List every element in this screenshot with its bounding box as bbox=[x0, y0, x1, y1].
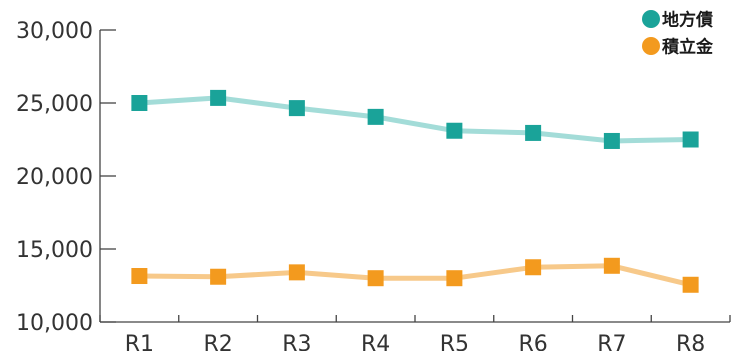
data-point-series-1 bbox=[446, 122, 463, 139]
legend-label: 積立金 bbox=[662, 37, 714, 58]
x-tick-label: R4 bbox=[361, 332, 390, 351]
data-point-series-1 bbox=[210, 89, 227, 106]
y-tick-label: 30,000 bbox=[16, 19, 93, 44]
data-point-series-1 bbox=[288, 100, 305, 117]
x-tick-label: R7 bbox=[597, 332, 626, 351]
legend-label: 地方債 bbox=[662, 10, 713, 31]
x-tick-label: R3 bbox=[282, 332, 311, 351]
data-point-series-1 bbox=[525, 124, 542, 141]
legend-marker bbox=[642, 37, 660, 55]
data-point-series-1 bbox=[682, 131, 699, 148]
y-tick-label: 15,000 bbox=[16, 238, 93, 263]
data-point-series-2 bbox=[288, 264, 305, 281]
x-axis-ticks: R1 R2 R3 R4 R5 R6 R7 R8 bbox=[99, 315, 731, 351]
x-tick-label: R2 bbox=[203, 332, 232, 351]
data-point-series-1 bbox=[367, 108, 384, 125]
data-point-series-2 bbox=[367, 270, 384, 287]
data-point-series-2 bbox=[210, 268, 227, 285]
y-tick-label: 20,000 bbox=[16, 165, 93, 190]
data-point-series-2 bbox=[446, 270, 463, 287]
data-point-series-1 bbox=[603, 132, 620, 149]
x-tick-label: R8 bbox=[676, 332, 705, 351]
data-point-series-2 bbox=[131, 268, 148, 285]
series-line-1 bbox=[136, 95, 694, 144]
legend-marker bbox=[642, 10, 660, 28]
x-tick-label: R1 bbox=[125, 332, 154, 351]
data-point-series-2 bbox=[682, 276, 699, 293]
series-line-2 bbox=[136, 263, 694, 288]
data-point-series-2 bbox=[525, 259, 542, 276]
y-tick-label: 10,000 bbox=[16, 311, 93, 336]
series-layer bbox=[131, 89, 699, 293]
x-tick-label: R5 bbox=[440, 332, 469, 351]
x-tick-label: R6 bbox=[518, 332, 547, 351]
y-tick-label: 25,000 bbox=[16, 92, 93, 117]
y-axis-ticks: 10,000 15,000 20,000 25,000 30,000 bbox=[16, 19, 116, 336]
data-point-series-2 bbox=[603, 257, 620, 274]
data-point-series-1 bbox=[131, 95, 148, 111]
